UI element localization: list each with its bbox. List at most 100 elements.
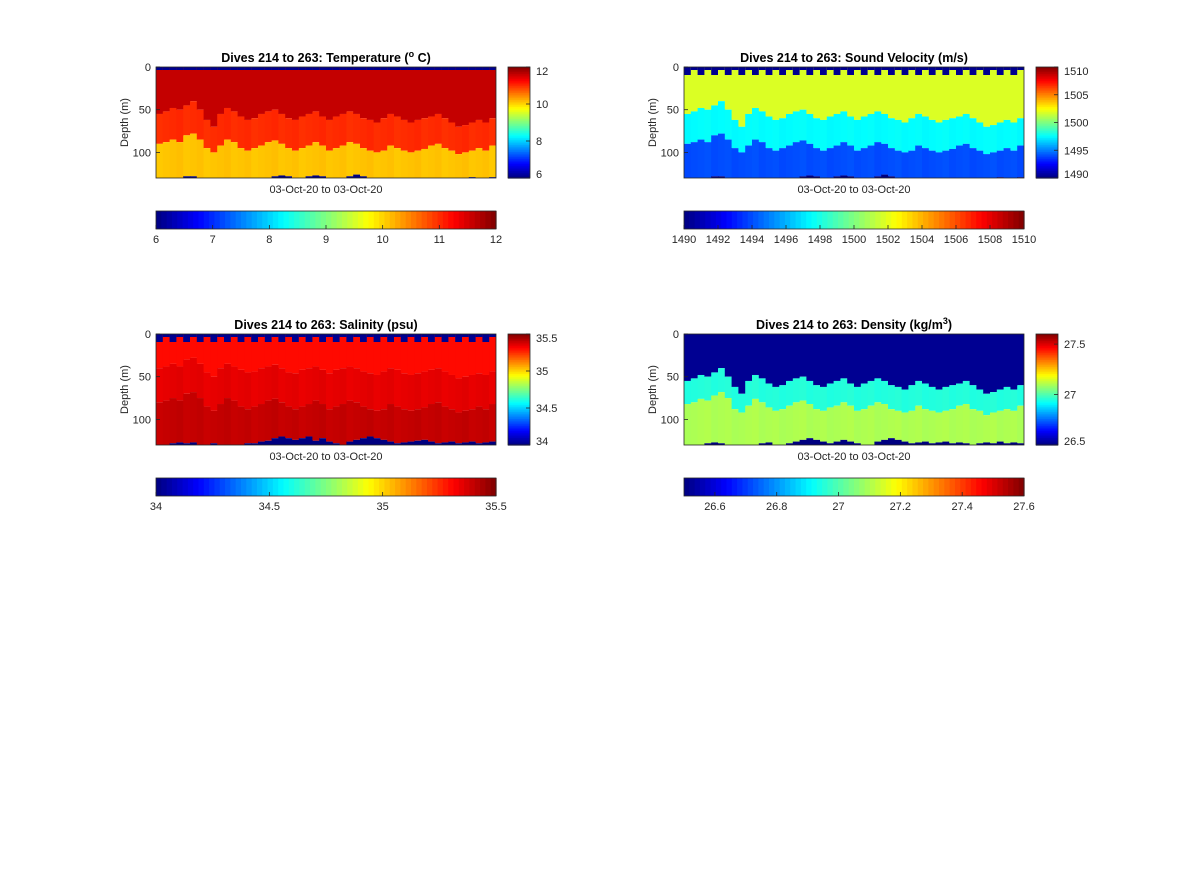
- cell-bottom: [394, 443, 402, 445]
- colorbar-tick-label: 35: [377, 501, 389, 513]
- colorbar-swatch: [508, 386, 530, 389]
- cell-bottom: [928, 443, 937, 445]
- colorbar-swatch: [485, 211, 492, 229]
- cell-surface-gap: [799, 334, 807, 337]
- colorbar-swatch: [1036, 115, 1058, 118]
- cell-mixed-layer: [373, 334, 381, 375]
- colorbar-tick-label: 10: [377, 234, 389, 246]
- cell-transition-layer: [799, 109, 807, 141]
- colorbar-swatch: [742, 478, 749, 496]
- cell-surface-gap: [867, 334, 875, 337]
- colorbar-swatch: [832, 478, 839, 496]
- cell-deep-layer: [881, 404, 889, 440]
- colorbar-swatch: [1036, 72, 1058, 75]
- cell-transition-layer: [441, 371, 449, 407]
- cell-surface-gap: [684, 67, 692, 75]
- colorbar-swatch: [508, 384, 530, 387]
- colorbar-swatch: [485, 478, 492, 496]
- cell-mixed-layer: [752, 334, 760, 375]
- cell-surface-gap: [305, 67, 313, 70]
- cell-mixed-layer: [922, 67, 930, 117]
- colorbar-swatch: [901, 478, 908, 496]
- colorbar-swatch: [214, 478, 221, 496]
- cell-mixed-layer: [901, 334, 909, 390]
- colorbar-swatch: [490, 211, 497, 229]
- cell-surface-gap: [894, 334, 903, 337]
- cell-transition-layer: [380, 118, 388, 151]
- cell-mixed-layer: [346, 334, 354, 367]
- cell-deep-layer: [704, 142, 712, 178]
- colorbar-swatch: [827, 478, 834, 496]
- cell-mixed-layer: [1003, 334, 1011, 387]
- cell-mixed-layer: [976, 334, 984, 390]
- colorbar-swatch: [1002, 478, 1009, 496]
- cell-deep-layer: [183, 393, 191, 444]
- colorbar-swatch: [474, 478, 481, 496]
- colorbar-swatch: [230, 211, 237, 229]
- cell-transition-layer: [196, 109, 205, 140]
- colorbar-swatch: [1036, 165, 1058, 169]
- colorbar-swatch: [177, 211, 184, 229]
- colorbar-swatch: [960, 211, 967, 229]
- cell-deep-layer: [949, 148, 957, 178]
- cell-transition-layer: [1017, 385, 1024, 406]
- cell-transition-layer: [779, 385, 787, 410]
- cell-deep-layer: [176, 400, 184, 443]
- cell-mixed-layer: [312, 67, 320, 112]
- colorbar-swatch: [453, 211, 460, 229]
- cell-surface-gap: [434, 334, 443, 337]
- colorbar-tick-label: 1494: [740, 234, 764, 246]
- cell-mixed-layer: [684, 334, 692, 381]
- cell-surface-gap: [704, 334, 712, 337]
- colorbar-swatch: [437, 478, 444, 496]
- cell-transition-layer: [258, 368, 266, 405]
- cell-surface-gap: [475, 334, 483, 337]
- cell-mixed-layer: [326, 67, 334, 120]
- colorbar-swatch: [944, 478, 951, 496]
- cell-bottom: [813, 176, 821, 178]
- cell-bottom: [258, 441, 266, 445]
- cell-mixed-layer: [724, 67, 733, 110]
- cell-mixed-layer: [326, 334, 334, 374]
- colorbar-swatch: [880, 211, 887, 229]
- colorbar-swatch: [508, 129, 530, 132]
- cell-deep-layer: [387, 404, 395, 442]
- cell-transition-layer: [928, 386, 937, 411]
- colorbar-swatch: [747, 211, 754, 229]
- colorbar-swatch: [774, 478, 781, 496]
- cell-bottom: [718, 176, 726, 178]
- colorbar-swatch: [965, 211, 972, 229]
- colorbar-swatch: [1036, 84, 1058, 87]
- cell-bottom: [271, 176, 279, 178]
- cell-bottom: [319, 176, 327, 178]
- cell-surface-gap: [847, 334, 855, 337]
- cell-surface-gap: [156, 334, 164, 342]
- cell-mixed-layer: [353, 67, 361, 114]
- colorbar-swatch: [1036, 79, 1058, 82]
- cell-surface-gap: [230, 334, 239, 337]
- cell-deep-layer: [156, 143, 164, 178]
- x-axis-label: 03-Oct-20 to 03-Oct-20: [797, 184, 910, 196]
- colorbar-tick-label: 1495: [1064, 145, 1088, 157]
- cell-surface-gap: [813, 334, 821, 337]
- colorbar-swatch: [1036, 399, 1058, 403]
- colorbar-swatch: [278, 478, 285, 496]
- colorbar-tick-label: 8: [536, 136, 542, 148]
- colorbar-swatch: [352, 478, 359, 496]
- cell-bottom: [792, 441, 801, 445]
- colorbar-tick-label: 27.5: [1064, 339, 1085, 351]
- cell-surface-gap: [860, 334, 869, 337]
- colorbar-swatch: [928, 478, 935, 496]
- colorbar-swatch: [508, 122, 530, 125]
- cell-bottom: [366, 436, 375, 445]
- cell-transition-layer: [258, 113, 266, 146]
- cell-mixed-layer: [867, 334, 875, 381]
- colorbar-swatch: [508, 101, 530, 105]
- colorbar-swatch: [1036, 432, 1058, 436]
- colorbar-swatch: [508, 103, 530, 106]
- cell-deep-layer: [697, 398, 705, 445]
- colorbar-swatch: [347, 478, 354, 496]
- colorbar-swatch: [1036, 429, 1058, 432]
- cell-surface-gap: [697, 334, 705, 337]
- cell-mixed-layer: [353, 334, 361, 369]
